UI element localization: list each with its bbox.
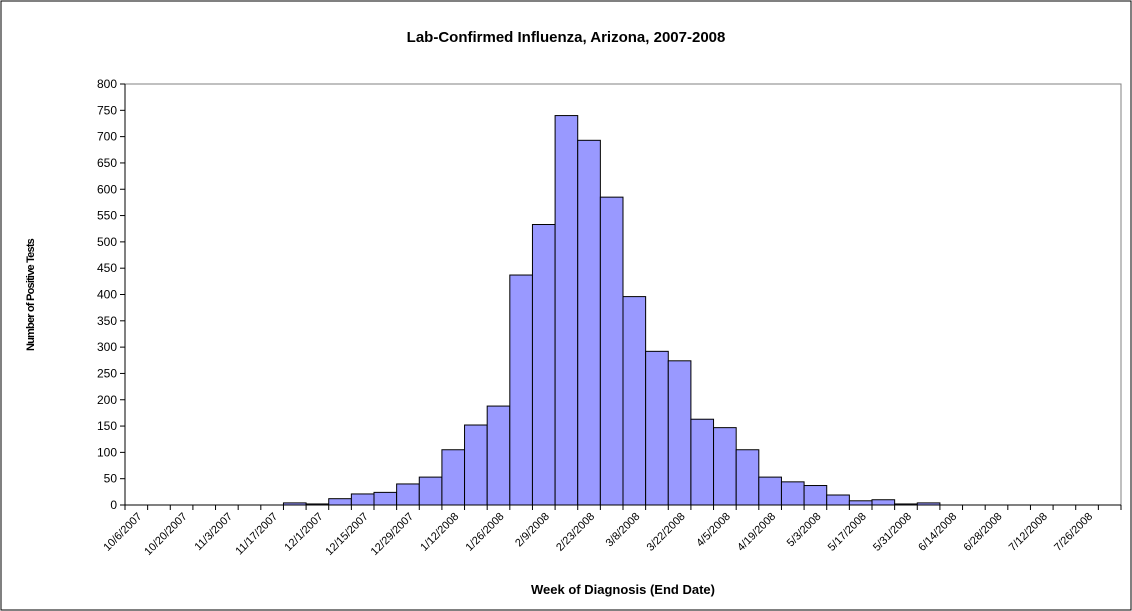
bar — [328, 498, 352, 506]
bar — [509, 274, 533, 506]
y-tick-label: 100 — [97, 445, 117, 459]
y-tick-label: 200 — [97, 393, 117, 407]
y-tick-label: 650 — [97, 156, 117, 170]
bar — [373, 491, 398, 506]
bar — [645, 350, 669, 506]
bar — [577, 139, 601, 506]
bar — [803, 485, 828, 506]
bar — [667, 360, 692, 506]
y-tick-label: 150 — [97, 419, 117, 433]
y-tick-label: 550 — [97, 209, 117, 223]
y-tick-label: 600 — [97, 182, 117, 196]
y-tick-label: 750 — [97, 103, 117, 117]
y-tick-label: 300 — [97, 340, 117, 354]
bar — [554, 115, 579, 506]
y-tick-label: 0 — [110, 498, 117, 512]
bar — [418, 476, 443, 506]
bar — [848, 500, 873, 506]
bar — [713, 427, 737, 506]
bar — [780, 481, 805, 506]
chart-title: Lab-Confirmed Influenza, Arizona, 2007-2… — [407, 29, 726, 46]
bar — [758, 476, 782, 506]
y-tick-label: 400 — [97, 288, 117, 302]
y-tick-label: 450 — [97, 261, 117, 275]
bar — [599, 196, 624, 506]
bar — [622, 296, 647, 506]
y-tick-label: 250 — [97, 366, 117, 380]
bar — [396, 483, 420, 506]
y-tick-label: 500 — [97, 235, 117, 249]
bar — [441, 449, 466, 506]
bar — [826, 494, 850, 506]
y-tick-label: 800 — [97, 77, 117, 91]
y-tick-label: 700 — [97, 130, 117, 144]
y-tick-label: 350 — [97, 314, 117, 328]
bar — [871, 499, 896, 506]
bar — [531, 224, 556, 506]
bar — [735, 449, 760, 506]
x-axis-label: Week of Diagnosis (End Date) — [531, 582, 715, 597]
bar — [486, 405, 511, 506]
bar — [464, 424, 488, 506]
bar — [350, 493, 375, 506]
bar — [690, 418, 715, 506]
y-tick-label: 50 — [104, 472, 118, 486]
y-axis-label: Number of Positive Tests — [25, 238, 37, 351]
